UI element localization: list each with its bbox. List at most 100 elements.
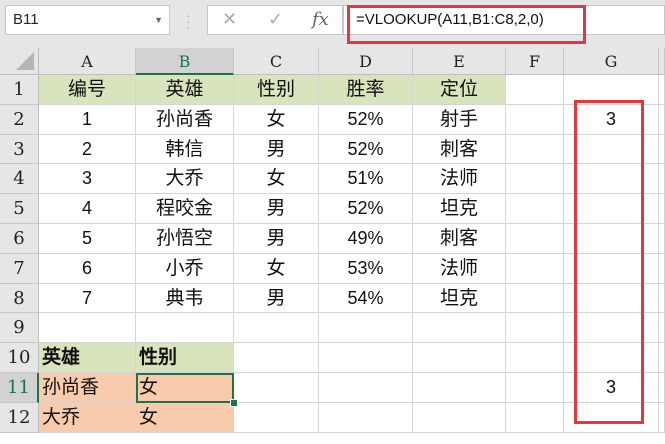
row-header-1[interactable]: 1 <box>0 75 39 105</box>
cell-C11[interactable] <box>234 373 319 403</box>
cell-G12[interactable] <box>564 402 659 433</box>
column-header-C[interactable]: C <box>234 48 319 75</box>
cell-G7[interactable] <box>564 253 659 284</box>
cell-C2[interactable]: 女 <box>234 104 319 135</box>
cell-A3[interactable]: 2 <box>39 134 136 165</box>
cell-H8[interactable] <box>659 283 665 314</box>
cell-D12[interactable] <box>319 402 413 433</box>
column-header-G[interactable]: G <box>564 48 659 75</box>
cell-A10[interactable]: 英雄 <box>39 343 136 373</box>
cell-H4[interactable] <box>659 164 665 195</box>
cell-A4[interactable]: 3 <box>39 164 136 195</box>
fx-icon[interactable]: fx <box>312 9 329 30</box>
cell-B8[interactable]: 典韦 <box>136 283 234 314</box>
cell-E1[interactable]: 定位 <box>413 75 506 105</box>
cell-H11[interactable] <box>659 373 665 403</box>
cell-F7[interactable] <box>506 253 564 284</box>
cell-A1[interactable]: 编号 <box>39 75 136 105</box>
cell-E10[interactable] <box>413 343 506 373</box>
cell-G9[interactable] <box>564 313 659 344</box>
cell-E2[interactable]: 射手 <box>413 104 506 135</box>
formula-input[interactable]: =VLOOKUP(A11,B1:C8,2,0) <box>343 5 665 35</box>
row-header-4[interactable]: 4 <box>0 164 39 195</box>
cell-E7[interactable]: 法师 <box>413 253 506 284</box>
row-header-11[interactable]: 11 <box>0 373 39 403</box>
cell-G4[interactable] <box>564 164 659 195</box>
cell-D2[interactable]: 52% <box>319 104 413 135</box>
cell-H5[interactable] <box>659 194 665 224</box>
cell-F10[interactable] <box>506 343 564 373</box>
cell-F9[interactable] <box>506 313 564 344</box>
row-header-10[interactable]: 10 <box>0 343 39 373</box>
cell-G5[interactable] <box>564 194 659 224</box>
cell-B6[interactable]: 孙悟空 <box>136 224 234 254</box>
cell-D7[interactable]: 53% <box>319 253 413 284</box>
cell-B4[interactable]: 大乔 <box>136 164 234 195</box>
cell-C5[interactable]: 男 <box>234 194 319 224</box>
row-header-6[interactable]: 6 <box>0 224 39 254</box>
cell-F6[interactable] <box>506 224 564 254</box>
cell-B2[interactable]: 孙尚香 <box>136 104 234 135</box>
cell-B7[interactable]: 小乔 <box>136 253 234 284</box>
cell-A7[interactable]: 6 <box>39 253 136 284</box>
cell-G8[interactable] <box>564 283 659 314</box>
cell-F3[interactable] <box>506 134 564 165</box>
column-header-A[interactable]: A <box>39 48 136 75</box>
fill-handle[interactable] <box>230 398 238 407</box>
cell-C1[interactable]: 性别 <box>234 75 319 105</box>
cell-C12[interactable] <box>234 402 319 433</box>
cell-C4[interactable]: 女 <box>234 164 319 195</box>
cell-A9[interactable] <box>39 313 136 344</box>
cell-H12[interactable] <box>659 402 665 433</box>
column-header-F[interactable]: F <box>506 48 564 75</box>
cell-G6[interactable] <box>564 224 659 254</box>
row-header-8[interactable]: 8 <box>0 283 39 314</box>
row-header-3[interactable]: 3 <box>0 134 39 165</box>
cell-D9[interactable] <box>319 313 413 344</box>
cell-F2[interactable] <box>506 104 564 135</box>
cell-E4[interactable]: 法师 <box>413 164 506 195</box>
cell-B11[interactable]: 女 <box>136 373 234 403</box>
cell-D6[interactable]: 49% <box>319 224 413 254</box>
column-header-E[interactable]: E <box>413 48 506 75</box>
name-box[interactable]: B11 ▼ <box>5 5 170 35</box>
cell-C6[interactable]: 男 <box>234 224 319 254</box>
cell-C10[interactable] <box>234 343 319 373</box>
cell-D5[interactable]: 52% <box>319 194 413 224</box>
cell-E6[interactable]: 刺客 <box>413 224 506 254</box>
row-header-7[interactable]: 7 <box>0 253 39 284</box>
column-header-D[interactable]: D <box>319 48 413 75</box>
cell-A8[interactable]: 7 <box>39 283 136 314</box>
cell-F8[interactable] <box>506 283 564 314</box>
cell-H9[interactable] <box>659 313 665 344</box>
cell-B12[interactable]: 女 <box>136 402 234 433</box>
cell-B1[interactable]: 英雄 <box>136 75 234 105</box>
cell-H10[interactable] <box>659 343 665 373</box>
cell-D4[interactable]: 51% <box>319 164 413 195</box>
cell-F5[interactable] <box>506 194 564 224</box>
cell-C3[interactable]: 男 <box>234 134 319 165</box>
cell-H2[interactable] <box>659 104 665 135</box>
cell-A5[interactable]: 4 <box>39 194 136 224</box>
cell-E9[interactable] <box>413 313 506 344</box>
cell-H1[interactable] <box>659 75 665 105</box>
column-header-H[interactable] <box>659 48 665 75</box>
cell-D11[interactable] <box>319 373 413 403</box>
cell-H3[interactable] <box>659 134 665 165</box>
cell-G1[interactable] <box>564 75 659 105</box>
cell-F11[interactable] <box>506 373 564 403</box>
cell-G10[interactable] <box>564 343 659 373</box>
row-header-9[interactable]: 9 <box>0 313 39 344</box>
cell-F12[interactable] <box>506 402 564 433</box>
drag-handle-icon[interactable]: · · · <box>186 7 191 35</box>
cell-G3[interactable] <box>564 134 659 165</box>
column-header-B[interactable]: B <box>136 48 234 75</box>
cell-E8[interactable]: 坦克 <box>413 283 506 314</box>
cell-A2[interactable]: 1 <box>39 104 136 135</box>
chevron-down-icon[interactable]: ▼ <box>154 15 163 25</box>
cell-B3[interactable]: 韩信 <box>136 134 234 165</box>
row-header-5[interactable]: 5 <box>0 194 39 224</box>
cell-H6[interactable] <box>659 224 665 254</box>
cell-D8[interactable]: 54% <box>319 283 413 314</box>
check-icon[interactable]: ✓ <box>268 9 284 30</box>
